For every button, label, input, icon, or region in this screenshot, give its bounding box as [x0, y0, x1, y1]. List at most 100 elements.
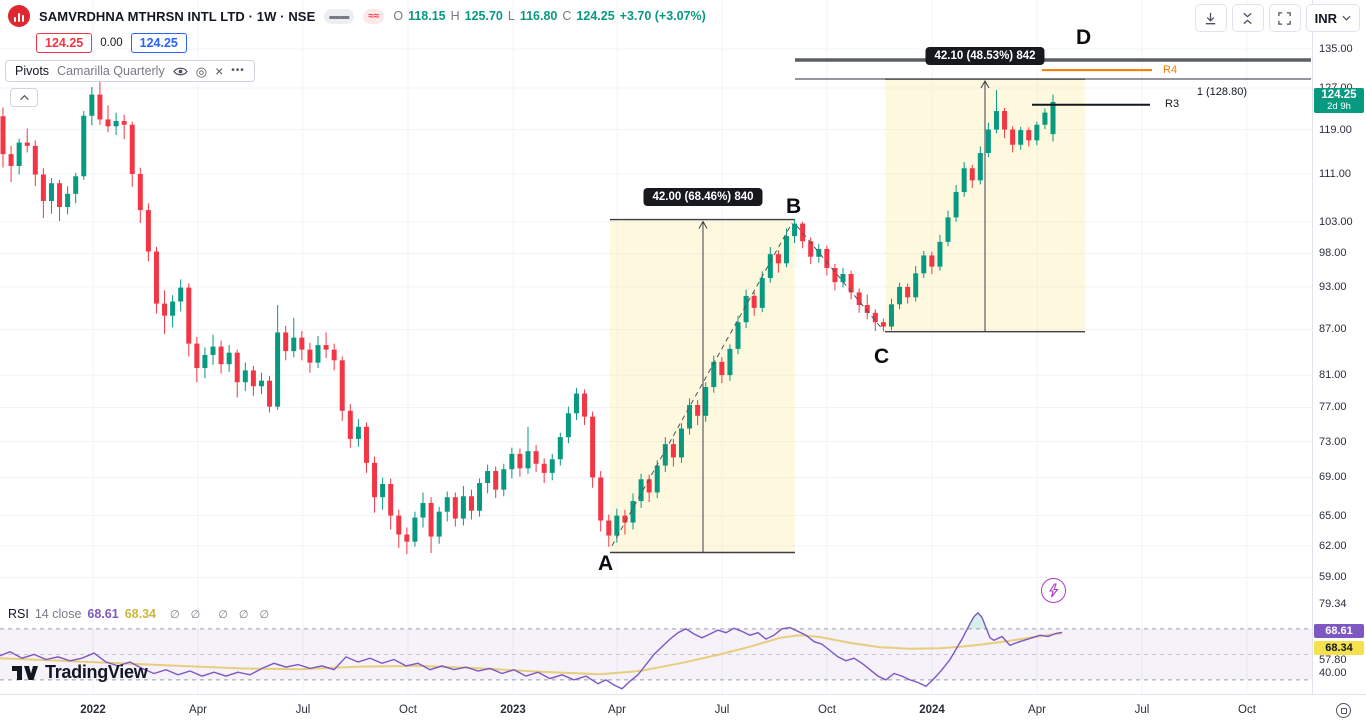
candle-body	[840, 274, 846, 283]
candle-body	[646, 479, 652, 493]
dashed-trendline[interactable]	[796, 225, 883, 330]
rsi-legend[interactable]: RSI 14 close 68.61 68.34 ∅ ∅ ∅ ∅ ∅	[8, 607, 273, 621]
measure-box[interactable]	[610, 218, 795, 554]
collapse-pane-button[interactable]	[1231, 4, 1264, 32]
candle-body	[735, 322, 741, 349]
settings-target-icon[interactable]: ◎	[195, 63, 208, 79]
pattern-point-b[interactable]: B	[786, 195, 802, 218]
collapse-legend-button[interactable]	[10, 88, 38, 107]
candle-body	[145, 210, 151, 252]
time-tick: Jul	[295, 704, 311, 716]
candle-body	[783, 236, 789, 264]
candle-body	[670, 444, 676, 458]
indicator-name: Pivots	[15, 64, 50, 78]
rsi-more-icons[interactable]: ∅ ∅ ∅	[218, 608, 274, 621]
symbol-title[interactable]: SAMVRDHNA MTHRSN INTL LTD · 1W · NSE	[39, 8, 316, 24]
candle-body	[929, 255, 935, 267]
more-options-icon[interactable]: •••	[231, 65, 245, 76]
change-value: +3.70 (+3.07%)	[619, 9, 706, 23]
candle-body	[1002, 111, 1008, 130]
symbol-header: SAMVRDHNA MTHRSN INTL LTD · 1W · NSE ▬▬ …	[8, 5, 706, 27]
candle-body	[501, 469, 507, 490]
rsi-action-icons[interactable]: ∅ ∅	[169, 608, 205, 621]
rsi-line[interactable]	[0, 611, 1063, 690]
price-tick: 69.00	[1319, 471, 1347, 484]
candle-body	[250, 370, 256, 387]
candle-body	[468, 496, 474, 511]
candle-body	[533, 451, 539, 464]
candle-body	[743, 295, 749, 323]
low-value: 116.80	[519, 9, 558, 23]
indicator-legend-pivots[interactable]: Pivots Camarilla Quarterly ◎ × •••	[5, 60, 255, 82]
price-tick: 119.00	[1319, 123, 1352, 136]
buy-button[interactable]: 124.25	[130, 33, 187, 53]
price-axis[interactable]: 135.00127.00119.00111.00103.0098.0093.00…	[1312, 0, 1366, 694]
currency-selector[interactable]: INR	[1305, 4, 1360, 32]
download-button[interactable]	[1194, 4, 1227, 32]
candle-body	[573, 393, 579, 414]
candle-body	[630, 501, 636, 523]
candle-body	[598, 477, 604, 521]
collapsed-indicator-pill-icon[interactable]: ▬▬	[324, 8, 355, 24]
dashed-trendline[interactable]	[611, 222, 793, 547]
candle-body	[622, 515, 628, 523]
candle-body	[1018, 130, 1024, 145]
candle-body	[242, 370, 248, 383]
close-label: C	[562, 9, 572, 23]
candle-body	[953, 192, 959, 218]
candle-body	[864, 305, 870, 313]
sell-button[interactable]: 124.25	[36, 33, 93, 53]
candle-body	[937, 241, 943, 267]
flash-alert-icon[interactable]	[1041, 578, 1066, 603]
candle-body	[711, 361, 717, 388]
time-axis[interactable]: 2022 Apr Jul Oct 2023 Apr Jul Oct 2024 Apr Jul Oct	[0, 694, 1366, 727]
rsi-axis-tick: 57.80	[1319, 654, 1347, 666]
candle-body	[380, 483, 386, 498]
candle-body	[880, 322, 886, 327]
price-tick: 111.00	[1319, 167, 1352, 180]
candle-body	[372, 462, 378, 498]
candles[interactable]	[0, 77, 1056, 555]
close-value: 124.25	[576, 9, 615, 23]
candle-body	[993, 111, 999, 130]
time-tick: 2024	[919, 704, 945, 716]
pattern-point-d[interactable]: D	[1076, 26, 1092, 49]
pattern-point-c[interactable]: C	[874, 345, 890, 368]
pivot-r3-label: R3	[1165, 98, 1180, 110]
symbol-logo-icon	[8, 5, 30, 27]
candle-body	[662, 444, 668, 466]
candle-body	[654, 465, 660, 493]
candle-body	[412, 517, 418, 542]
time-tick: Jul	[1134, 704, 1150, 716]
collapsed-indicator-wave-pill-icon[interactable]: ≈≈	[363, 8, 385, 24]
candle-body	[477, 483, 483, 511]
remove-indicator-icon[interactable]: ×	[215, 63, 224, 79]
open-label: O	[393, 9, 404, 23]
pattern-point-a[interactable]: A	[598, 552, 614, 575]
candle-body	[452, 497, 458, 519]
candle-body	[493, 471, 499, 490]
rsi-ma-badge: 68.34	[1314, 641, 1364, 655]
measure-tooltip-ab: 42.00 (68.46%) 840	[643, 188, 763, 206]
candle-body	[299, 337, 305, 350]
candle-body	[719, 361, 725, 376]
axis-settings-gear-icon[interactable]	[1336, 703, 1351, 718]
price-tick: 59.00	[1319, 571, 1347, 584]
price-tick: 73.00	[1319, 435, 1347, 448]
candle-body	[485, 471, 491, 484]
candle-body	[275, 332, 281, 407]
tradingview-brand[interactable]: TradingView	[12, 662, 148, 683]
low-label: L	[507, 9, 515, 23]
chart-canvas[interactable]	[0, 0, 1312, 694]
visibility-eye-icon[interactable]	[172, 66, 188, 77]
candle-body	[638, 479, 644, 502]
time-tick: Apr	[189, 704, 207, 716]
fullscreen-button[interactable]	[1268, 4, 1301, 32]
last-price-badge: 124.25 2d 9h	[1314, 87, 1364, 113]
candle-body	[824, 248, 830, 268]
fib-extension-label: 1 (128.80)	[1196, 86, 1247, 98]
collapse-icon	[1243, 12, 1252, 24]
rsi-axis-tick: 79.34	[1319, 598, 1347, 610]
candle-body	[549, 459, 555, 473]
rsi-ma-line[interactable]	[0, 632, 1063, 676]
